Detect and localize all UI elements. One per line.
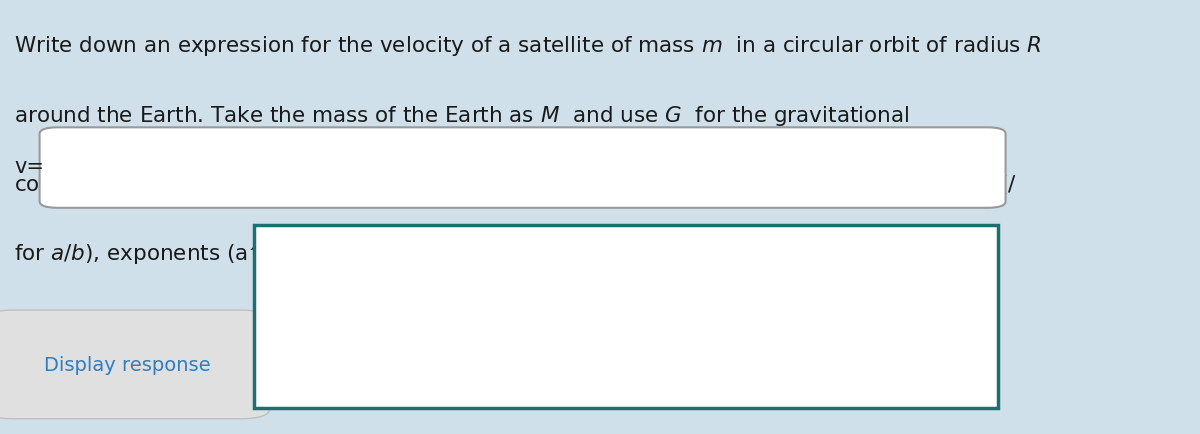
Text: constant. Please use appropriate algebraic symbols for multiplication (* for $a$: constant. Please use appropriate algebra…: [14, 173, 1018, 197]
Text: Write down an expression for the velocity of a satellite of mass $m$  in a circu: Write down an expression for the velocit…: [14, 34, 1042, 58]
FancyBboxPatch shape: [40, 128, 1006, 208]
Text: Display response: Display response: [44, 355, 210, 374]
FancyBboxPatch shape: [254, 226, 998, 408]
Text: for $a/b$), exponents (a^b for $a^{b}$), square root (sqrt(a*b/c) for $\sqrt{a \: for $a/b$), exponents (a^b for $a^{b}$),…: [14, 230, 817, 266]
FancyBboxPatch shape: [0, 310, 270, 419]
Text: around the Earth. Take the mass of the Earth as $M$  and use $G$  for the gravit: around the Earth. Take the mass of the E…: [14, 104, 910, 128]
Text: v=: v=: [14, 157, 44, 177]
